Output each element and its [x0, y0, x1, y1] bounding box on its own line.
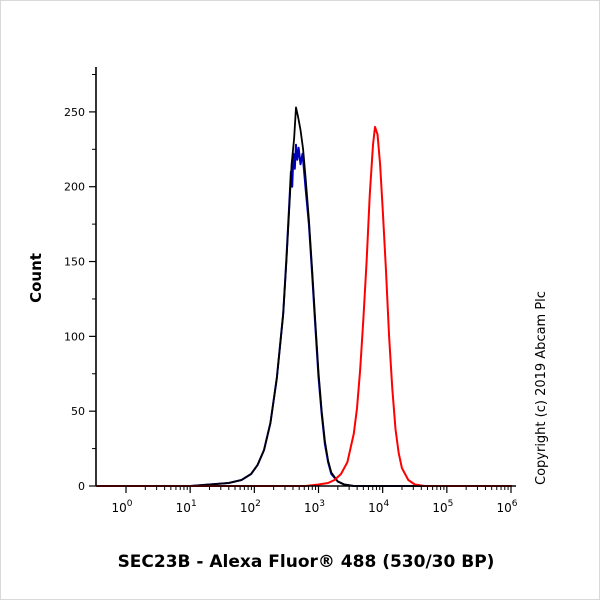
y-tick-label: 100 — [64, 330, 85, 343]
x-tick-label: 100 — [111, 499, 132, 515]
series-black-curve — [96, 106, 512, 487]
series-blue-curve — [96, 143, 512, 487]
x-tick-label: 106 — [496, 499, 517, 515]
y-tick-label: 250 — [64, 106, 85, 119]
y-axis-title: Count — [27, 253, 45, 303]
y-tick-label: 50 — [71, 405, 85, 418]
x-tick-label: 101 — [176, 499, 197, 515]
x-tick-label: 104 — [368, 499, 389, 515]
series-layer — [96, 106, 512, 487]
y-tick-label: 200 — [64, 181, 85, 194]
axes-layer: 0 50 100 150 200 250 100 101 102 103 104 105 106 — [64, 67, 518, 515]
y-tick-label: 0 — [78, 480, 85, 493]
copyright-text: Copyright (c) 2019 Abcam Plc — [534, 291, 549, 485]
x-tick-label: 102 — [240, 499, 261, 515]
x-axis-title: SEC23B - Alexa Fluor® 488 (530/30 BP) — [118, 552, 495, 572]
y-tick-label: 150 — [64, 256, 85, 269]
x-tick-label: 103 — [304, 499, 325, 515]
series-red-curve — [96, 125, 512, 487]
x-tick-label: 105 — [432, 499, 453, 515]
